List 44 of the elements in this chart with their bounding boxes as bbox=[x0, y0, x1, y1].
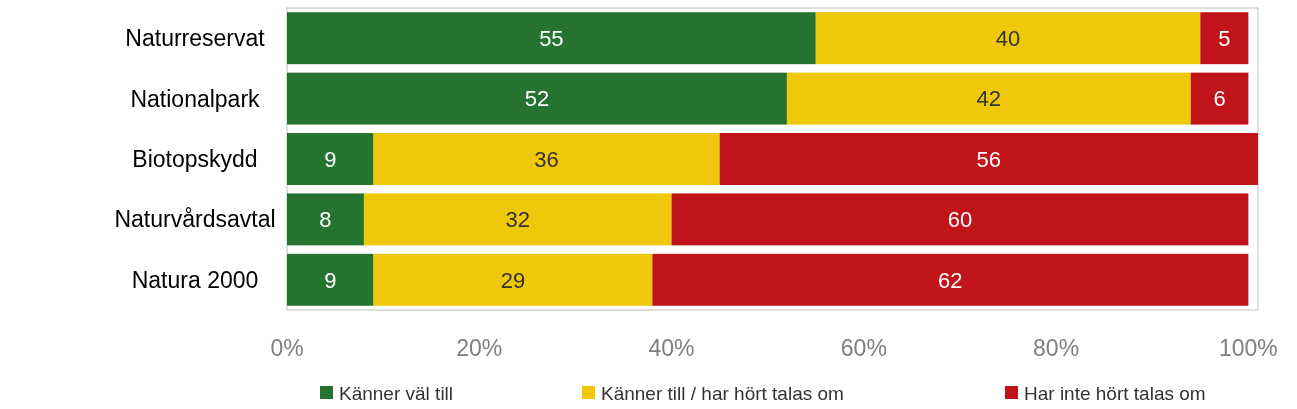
x-tick-label: 0% bbox=[270, 335, 304, 362]
data-label: 36 bbox=[534, 146, 559, 172]
bar bbox=[1190, 72, 1249, 125]
bar bbox=[373, 253, 653, 306]
y-tick-label: Naturreservat bbox=[125, 25, 266, 52]
data-label: 52 bbox=[524, 86, 550, 112]
data-label: 56 bbox=[976, 146, 1002, 172]
bar bbox=[786, 72, 1191, 125]
data-label: 32 bbox=[505, 207, 530, 233]
y-tick-label: Nationalpark bbox=[130, 85, 261, 112]
legend-label: Har inte hört talas om bbox=[1024, 382, 1206, 404]
bar bbox=[287, 12, 816, 65]
bar bbox=[815, 12, 1201, 65]
bar bbox=[287, 72, 787, 125]
bar bbox=[671, 193, 1249, 246]
x-tick-label: 60% bbox=[840, 335, 887, 362]
data-label: 62 bbox=[938, 267, 963, 293]
y-tick-label: Natura 2000 bbox=[131, 266, 259, 293]
legend-label: Känner till / har hört talas om bbox=[601, 382, 844, 404]
bar bbox=[287, 133, 374, 185]
x-tick-label: 40% bbox=[648, 335, 695, 362]
y-tick-label: Naturvårdsavtal bbox=[114, 206, 276, 233]
data-label: 9 bbox=[324, 267, 337, 293]
x-tick-label: 80% bbox=[1033, 335, 1080, 362]
data-label: 29 bbox=[500, 267, 526, 293]
bar bbox=[287, 253, 374, 306]
data-label: 55 bbox=[539, 25, 564, 51]
data-label: 9 bbox=[324, 146, 337, 172]
data-label: 60 bbox=[947, 207, 973, 233]
legend-label: Känner väl till bbox=[339, 382, 454, 404]
y-tick-label: Biotopskydd bbox=[132, 146, 258, 173]
data-label: 5 bbox=[1218, 25, 1231, 51]
bar bbox=[719, 133, 1258, 185]
data-label: 6 bbox=[1213, 86, 1226, 112]
bar bbox=[652, 253, 1249, 306]
data-label: 8 bbox=[319, 207, 332, 233]
bar bbox=[363, 193, 672, 246]
x-tick-label: 100% bbox=[1218, 335, 1278, 362]
data-label: 40 bbox=[995, 25, 1021, 51]
data-label: 42 bbox=[976, 86, 1002, 112]
bar bbox=[373, 133, 720, 185]
x-tick-label: 20% bbox=[456, 335, 503, 362]
bar bbox=[1200, 12, 1249, 65]
bar bbox=[287, 193, 364, 246]
